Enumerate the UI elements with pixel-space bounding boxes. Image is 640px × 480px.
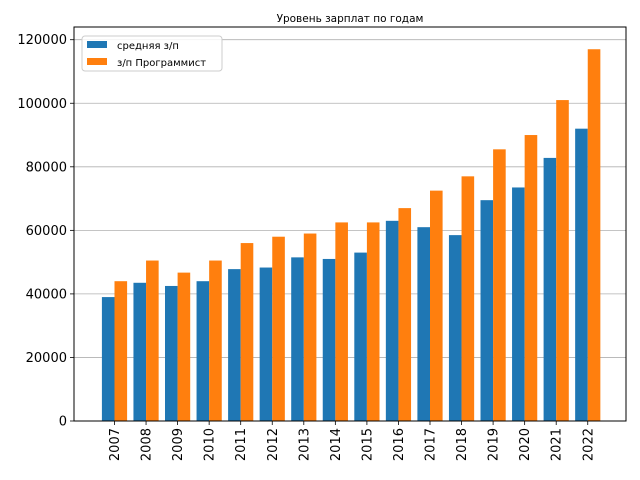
bar-average-2017 xyxy=(417,227,430,421)
bar-average-2020 xyxy=(512,187,525,421)
y-tick-label: 80000 xyxy=(26,160,67,175)
bar-programmer-2014 xyxy=(335,222,348,421)
y-tick-label: 40000 xyxy=(26,287,67,302)
bar-average-2016 xyxy=(385,220,399,421)
legend-label-programmer: з/п Программист xyxy=(117,58,206,69)
bar-programmer-2013 xyxy=(303,233,317,421)
x-tick-label: 2013 xyxy=(297,428,312,461)
y-tick-label: 60000 xyxy=(26,224,67,239)
x-tick-label: 2009 xyxy=(171,428,186,461)
y-tick-label: 100000 xyxy=(17,97,67,112)
bar-average-2018 xyxy=(448,235,462,421)
y-tick-label: 20000 xyxy=(26,351,67,366)
bar-programmer-2018 xyxy=(461,176,475,421)
bar-average-2010 xyxy=(196,281,210,421)
bar-average-2019 xyxy=(480,200,494,421)
x-tick-label: 2007 xyxy=(108,428,123,461)
x-tick-label: 2010 xyxy=(203,428,218,461)
bar-programmer-2012 xyxy=(272,236,285,421)
bar-average-2007 xyxy=(101,297,115,421)
bar-programmer-2016 xyxy=(398,208,412,421)
bar-average-2014 xyxy=(322,258,336,421)
y-axis: 0 20000 40000 60000 80000 100000 120000 xyxy=(17,33,74,430)
bar-average-2009 xyxy=(165,285,178,421)
x-tick-label: 2011 xyxy=(234,428,249,461)
x-axis: 2007 2008 2009 2010 2011 2012 2013 2014 2015 2016… xyxy=(108,421,596,461)
legend-box xyxy=(81,35,223,72)
y-tick-label: 0 xyxy=(59,415,67,430)
x-tick-label: 2016 xyxy=(392,428,407,461)
bar-programmer-2010 xyxy=(209,260,222,421)
x-tick-label: 2019 xyxy=(487,428,502,461)
legend-label-average: средняя з/п xyxy=(117,41,179,52)
y-tick-label: 120000 xyxy=(17,33,67,48)
x-tick-label: 2012 xyxy=(266,428,281,461)
bar-average-2015 xyxy=(354,252,367,421)
bar-programmer-2022 xyxy=(587,49,601,421)
x-tick-label: 2021 xyxy=(550,428,565,461)
bar-programmer-2017 xyxy=(430,190,443,421)
x-tick-label: 2018 xyxy=(455,428,470,461)
bar-programmer-2011 xyxy=(240,243,254,421)
bar-programmer-2009 xyxy=(177,272,191,421)
bar-programmer-2008 xyxy=(146,260,159,421)
plot-frame xyxy=(73,26,627,422)
bar-average-2013 xyxy=(291,257,304,421)
x-tick-label: 2017 xyxy=(424,428,439,461)
bar-average-2008 xyxy=(133,282,147,421)
x-tick-label: 2022 xyxy=(581,428,596,461)
legend-swatch-average xyxy=(87,41,107,48)
x-tick-label: 2020 xyxy=(518,428,533,461)
bar-programmer-2019 xyxy=(493,149,506,422)
bar-average-2021 xyxy=(543,157,557,422)
legend-swatch-programmer xyxy=(87,58,107,65)
x-tick-label: 2008 xyxy=(140,428,155,461)
bar-average-2012 xyxy=(259,267,273,421)
bar-programmer-2007 xyxy=(114,281,128,421)
x-tick-label: 2014 xyxy=(329,428,344,461)
chart-title: Уровень зарплат по годам xyxy=(277,13,424,25)
bar-programmer-2015 xyxy=(366,222,380,421)
bar-average-2011 xyxy=(228,269,241,421)
bar-programmer-2020 xyxy=(524,135,538,421)
x-tick-label: 2015 xyxy=(360,428,375,461)
bar-average-2022 xyxy=(575,128,588,421)
legend: средняя з/п з/п Программист xyxy=(81,35,223,72)
bar-programmer-2021 xyxy=(556,100,569,422)
bars xyxy=(101,49,601,422)
